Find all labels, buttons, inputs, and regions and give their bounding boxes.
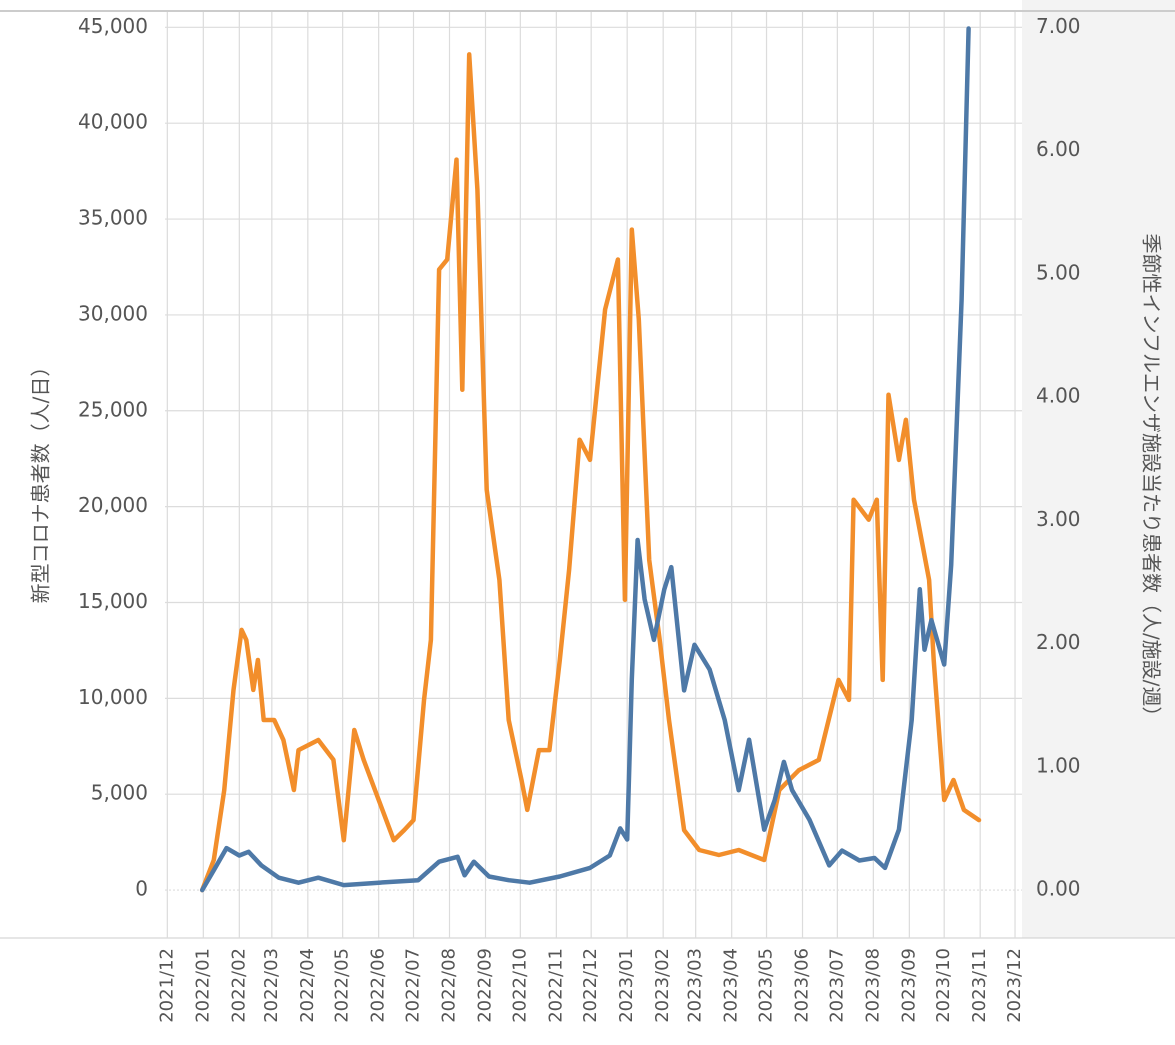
x-tick-label: 2023/07 [826,948,847,1023]
x-tick-label: 2022/07 [403,948,424,1023]
x-tick-label: 2022/04 [297,948,318,1023]
x-tick-label: 2022/09 [475,948,496,1023]
y-tick-label: 35,000 [78,206,148,230]
x-tick-label: 2021/12 [156,948,177,1023]
y2-tick-label: 0.00 [1036,877,1081,901]
data-line [199,52,982,893]
y-tick-label: 20,000 [78,493,148,517]
y2-tick-label: 3.00 [1036,507,1081,531]
y2-tick-label: 5.00 [1036,260,1081,284]
x-tick-label: 2023/04 [721,948,742,1023]
x-tick-label: 2023/08 [862,948,883,1023]
x-tick-label: 2022/12 [580,948,601,1023]
x-tick-label: 2022/08 [439,948,460,1023]
y-tick-label: 0 [135,877,148,901]
y-tick-label: 45,000 [78,14,148,38]
x-tick-label: 2022/10 [509,948,530,1023]
x-tick-label: 2023/02 [652,948,673,1023]
grid [165,12,1022,938]
x-tick-label: 2022/01 [192,948,213,1023]
y-tick-label: 10,000 [78,685,148,709]
y-tick-label: 30,000 [78,301,148,325]
y2-tick-label: 7.00 [1036,14,1081,38]
y-tick-label: 40,000 [78,110,148,134]
x-tick-label: 2023/09 [898,948,919,1023]
x-tick-label: 2022/02 [228,948,249,1023]
x-tick-label: 2023/01 [616,948,637,1023]
y-axis-title: 新型コロナ患者数（人/日） [29,357,53,604]
y-tick-label: 15,000 [78,589,148,613]
lines [199,26,982,893]
y2-axis-title: 季節性インフルエンザ施設当たり患者数（人/施設/週） [1140,234,1164,727]
x-tick-label: 2023/11 [969,948,990,1023]
right-axis-panel [1022,0,1175,938]
x-tick-label: 2023/06 [792,948,813,1023]
y2-tick-label: 4.00 [1036,384,1081,408]
x-tick-label: 2023/03 [685,948,706,1023]
x-tick-label: 2023/05 [756,948,777,1023]
x-tick-label: 2022/06 [368,948,389,1023]
x-tick-label: 2023/10 [933,948,954,1023]
x-tick-label: 2023/12 [1004,948,1025,1023]
x-tick-label: 2022/05 [332,948,353,1023]
y2-tick-label: 1.00 [1036,753,1081,777]
y2-tick-label: 6.00 [1036,137,1081,161]
x-tick-label: 2022/03 [261,948,282,1023]
y2-tick-label: 2.00 [1036,630,1081,654]
y-tick-label: 5,000 [91,781,148,805]
y-tick-label: 25,000 [78,397,148,421]
x-tick-label: 2022/11 [545,948,566,1023]
data-line [199,26,971,893]
